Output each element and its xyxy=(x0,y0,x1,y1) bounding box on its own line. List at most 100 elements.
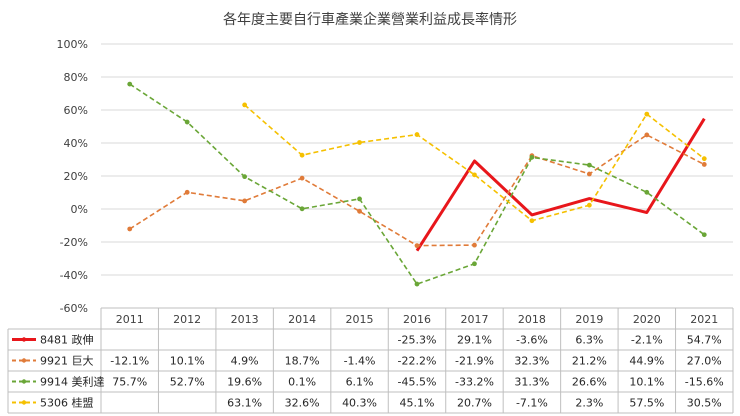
data-label: -25.3% xyxy=(398,334,437,347)
data-label: 26.6% xyxy=(572,376,607,389)
data-label: 18.7% xyxy=(285,355,320,368)
data-point xyxy=(472,172,477,178)
data-label: -3.6% xyxy=(516,334,548,347)
data-point xyxy=(127,81,133,87)
data-point xyxy=(701,232,707,238)
series-line xyxy=(129,134,705,247)
x-tick-label: 2013 xyxy=(231,313,259,326)
x-tick-label: 2016 xyxy=(403,313,431,326)
series-lines xyxy=(129,83,706,285)
data-label: -7.1% xyxy=(516,397,548,410)
y-tick-label: 60% xyxy=(64,104,88,117)
x-tick-label: 2017 xyxy=(460,313,488,326)
y-axis-ticks: 100% 80% 60% 40% 20% 0% -20% -40% -60% xyxy=(57,38,88,315)
data-label: 32.6% xyxy=(285,397,320,410)
y-tick-label: 80% xyxy=(64,71,88,84)
data-point xyxy=(414,132,420,137)
y-tick-label: 100% xyxy=(57,38,88,51)
data-point xyxy=(586,202,592,208)
chart-title: 各年度主要自行車產業企業營業利益成長率情形 xyxy=(223,11,517,28)
data-label: 10.1% xyxy=(170,355,205,368)
data-label: 29.1% xyxy=(457,334,492,347)
data-point xyxy=(299,175,305,181)
data-point xyxy=(472,242,477,248)
y-tick-label: 0% xyxy=(71,203,88,216)
data-point xyxy=(644,132,650,138)
data-point xyxy=(472,261,477,267)
data-point xyxy=(299,206,305,212)
data-label: 10.1% xyxy=(629,376,664,389)
x-tick-label: 2021 xyxy=(690,313,718,326)
data-point xyxy=(127,226,133,232)
x-tick-label: 2011 xyxy=(116,313,144,326)
x-tick-label: 2015 xyxy=(346,313,374,326)
data-label: 63.1% xyxy=(227,397,262,410)
data-point xyxy=(357,208,362,214)
legend-label: 5306 桂盟 xyxy=(40,396,94,410)
legend-marker xyxy=(21,337,27,342)
data-point xyxy=(644,189,650,195)
legend-label: 8481 政伸 xyxy=(40,333,94,347)
gridlines xyxy=(101,43,733,276)
data-point xyxy=(586,162,592,168)
data-point xyxy=(529,154,535,160)
data-label: 27.0% xyxy=(687,355,722,368)
x-tick-label: 2014 xyxy=(288,313,316,326)
data-label: -1.4% xyxy=(344,355,376,368)
data-point xyxy=(299,152,305,158)
data-label: 32.3% xyxy=(514,355,549,368)
x-tick-label: 2020 xyxy=(633,313,661,326)
data-point xyxy=(414,281,420,287)
data-label: 75.7% xyxy=(112,376,147,389)
data-label: 45.1% xyxy=(400,397,435,410)
data-label: -21.9% xyxy=(455,355,494,368)
x-tick-label: 2019 xyxy=(575,313,603,326)
data-point xyxy=(184,189,190,195)
data-point xyxy=(701,162,707,167)
data-label: 54.7% xyxy=(687,334,722,347)
series-points xyxy=(127,81,707,287)
data-label: 6.1% xyxy=(346,376,374,389)
data-label: 21.2% xyxy=(572,355,607,368)
data-label: -15.6% xyxy=(685,376,724,389)
data-label: -45.5% xyxy=(398,376,437,389)
data-point xyxy=(529,218,535,224)
data-point xyxy=(184,119,190,125)
x-tick-label: 2012 xyxy=(173,313,201,326)
data-point xyxy=(242,198,248,204)
data-label: 30.5% xyxy=(687,397,722,410)
data-label: 52.7% xyxy=(170,376,205,389)
y-tick-label: -60% xyxy=(60,302,88,315)
data-label: 6.3% xyxy=(575,334,603,347)
data-label: 40.3% xyxy=(342,397,377,410)
data-point xyxy=(357,140,362,145)
data-table: 2011 2012 2013 2014 2015 2016 2017 2018 2019 2020… xyxy=(7,307,734,414)
legend-marker xyxy=(21,400,27,405)
data-point xyxy=(414,243,420,249)
legend-label: 9921 巨大 xyxy=(40,354,94,368)
data-point xyxy=(701,156,707,162)
y-tick-label: 40% xyxy=(64,137,88,150)
series-line xyxy=(244,104,705,222)
legend-marker xyxy=(21,358,27,363)
y-tick-label: -20% xyxy=(60,236,88,249)
data-label: 4.9% xyxy=(231,355,259,368)
y-tick-label: 20% xyxy=(64,170,88,183)
data-point xyxy=(586,171,592,177)
data-label: 20.7% xyxy=(457,397,492,410)
legend-label: 9914 美利達 xyxy=(40,376,105,389)
data-label: 19.6% xyxy=(227,376,262,389)
x-tick-label: 2018 xyxy=(518,313,546,326)
data-point xyxy=(357,196,362,202)
data-label: -2.1% xyxy=(631,334,663,347)
data-point xyxy=(242,174,248,180)
data-label: 44.9% xyxy=(629,355,664,368)
series-line xyxy=(415,117,706,252)
data-label: 0.1% xyxy=(288,376,316,389)
data-label: -12.1% xyxy=(110,355,149,368)
data-label: 31.3% xyxy=(514,376,549,389)
data-point xyxy=(242,102,248,108)
y-tick-label: -40% xyxy=(60,269,88,282)
data-label: 57.5% xyxy=(629,397,664,410)
